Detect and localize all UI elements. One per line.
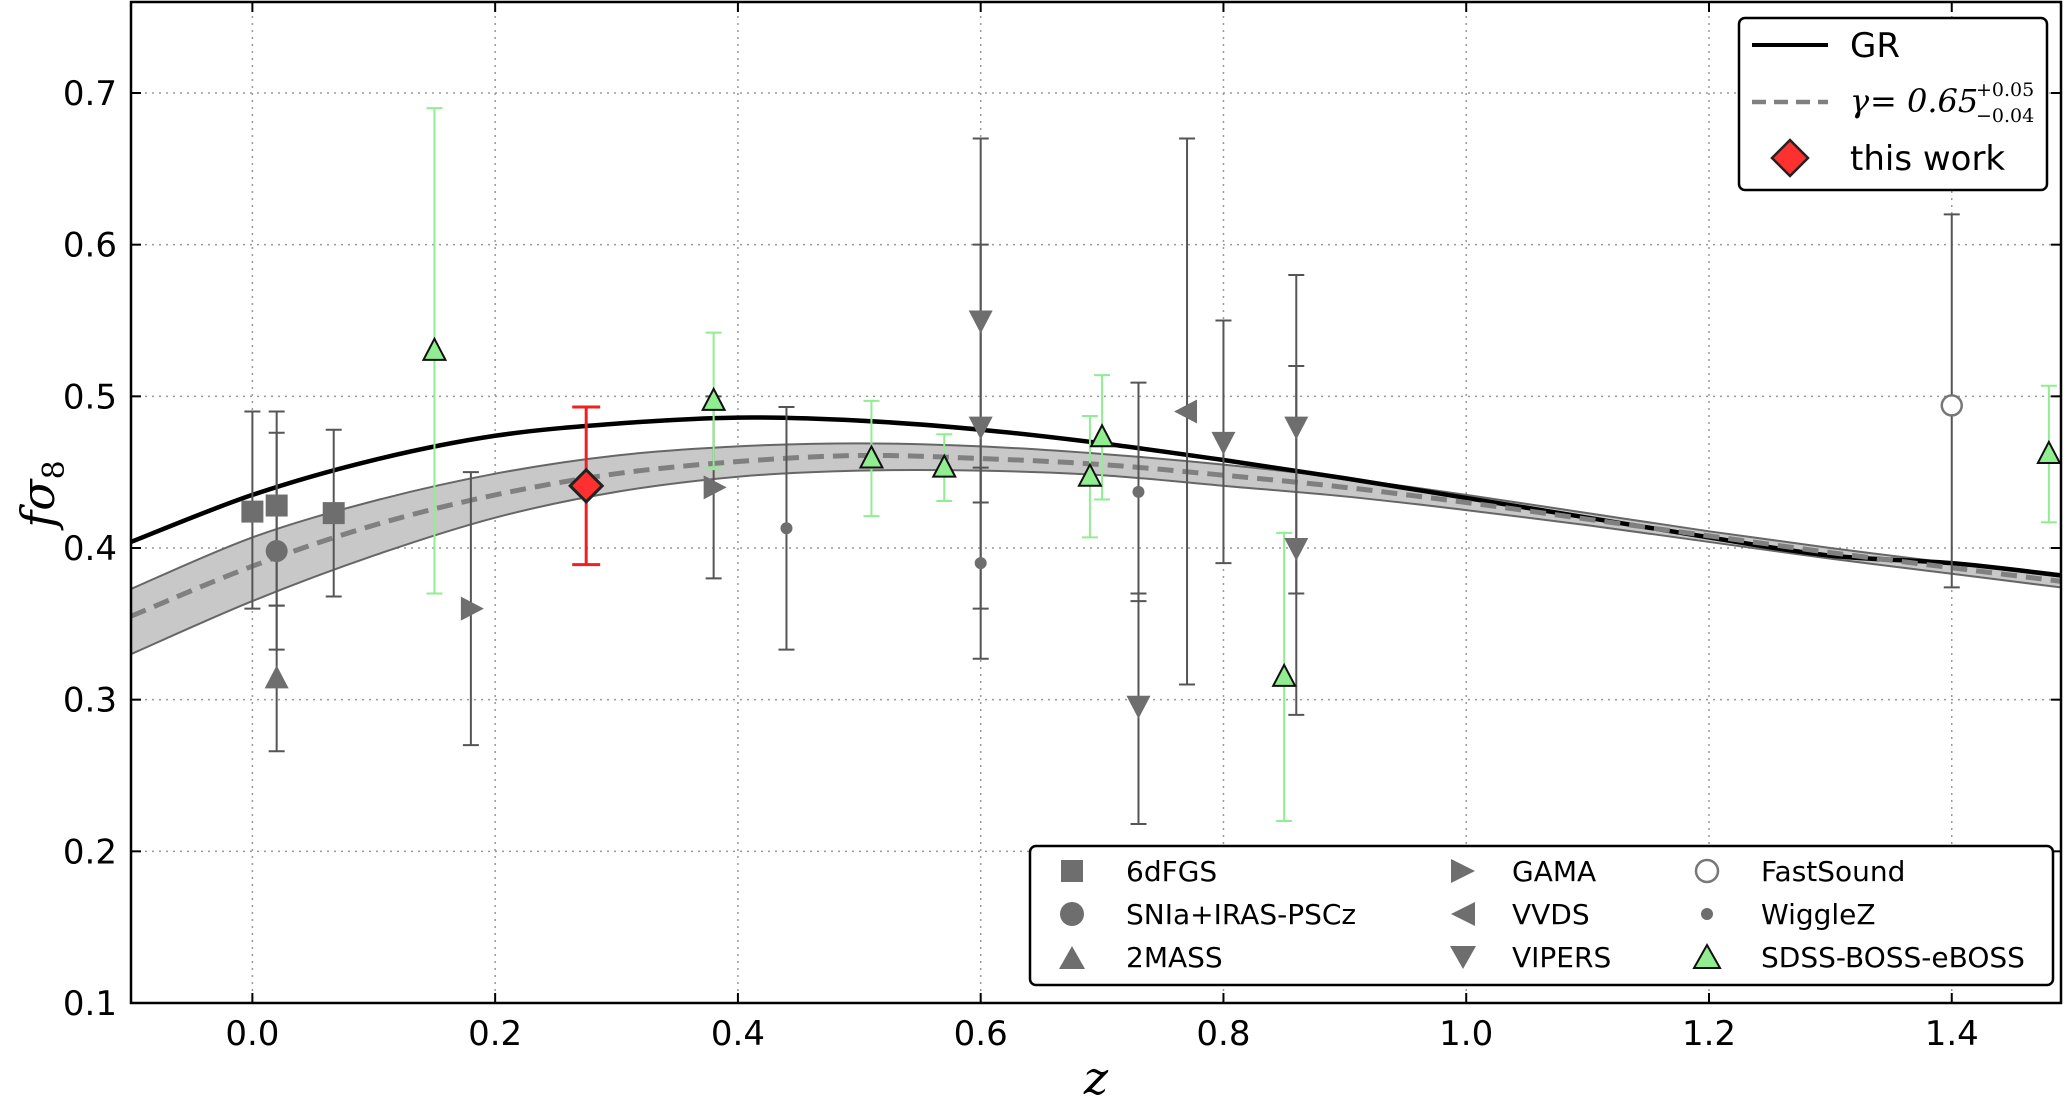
6dfgs-point [241, 500, 264, 523]
y-tick-label: 0.6 [63, 226, 117, 266]
y-tick-label: 0.1 [63, 984, 117, 1024]
legend-6dfgs-square-icon [1061, 860, 1083, 882]
y-tick-label: 0.2 [63, 832, 117, 872]
grid-lines [131, 2, 2061, 1004]
legend-this-work-label: this work [1850, 139, 2005, 179]
legend-datasets-frame [1028, 844, 2055, 987]
sdss-boss-eboss-point [700, 386, 727, 411]
sdss-boss-eboss-point [1077, 462, 1103, 487]
y-axis-label: fσ8 [11, 460, 72, 531]
this-work-point [568, 467, 605, 504]
legend-sdss-label: SDSS-BOSS-eBOSS [1761, 941, 2025, 974]
legend-snia-label: SNIa+IRAS-PSCz [1126, 898, 1356, 931]
gama-point [460, 596, 484, 621]
legend-gamma-value: = 0.65 [1870, 82, 1978, 120]
snia-iras-pscz-point [265, 540, 288, 563]
vipers-point [1284, 416, 1309, 440]
wigglez-point [780, 522, 793, 535]
y-tick-label: 0.5 [63, 377, 117, 417]
vipers-point [1126, 695, 1151, 719]
sdss-boss-eboss-point [2036, 439, 2062, 464]
vipers-point [968, 310, 993, 334]
6dfgs-point [322, 502, 345, 525]
vipers-point [1211, 431, 1236, 455]
y-tick-group: 0.1 0.2 0.3 0.4 0.5 0.6 0.7 [63, 74, 2061, 1024]
legend-gamma-sup: +0.05 [1976, 79, 2034, 101]
x-axis-label: z [1083, 1051, 1109, 1097]
vvds-point [1174, 399, 1198, 424]
x-tick-label: 0.6 [954, 1014, 1008, 1054]
legend-gama-label: GAMA [1512, 855, 1596, 888]
legend-gamma-sub: −0.04 [1976, 105, 2034, 127]
legend-vipers-label: VIPERS [1512, 941, 1611, 974]
sdss-boss-eboss-point [1089, 423, 1115, 448]
legend-6dfgs-label: 6dFGS [1126, 855, 1217, 888]
sdss-boss-eboss-point [1271, 662, 1297, 687]
plot-frame [129, 0, 2063, 1005]
legend-curves-frame [1737, 16, 2049, 192]
y-tick-label: 0.7 [63, 74, 117, 114]
x-tick-label: 1.0 [1439, 1014, 1493, 1054]
legend-gamma-symbol: γ [1850, 82, 1870, 120]
legend-2mass-label: 2MASS [1126, 941, 1223, 974]
x-tick-label: 0.0 [225, 1014, 279, 1054]
y-axis-label-sub: 8 [37, 460, 72, 479]
legend-vvds-label: VVDS [1512, 898, 1590, 931]
fastsound-point [1940, 394, 1964, 417]
sdss-boss-eboss-point [421, 336, 448, 361]
gama-point [703, 475, 727, 500]
marker-layer [241, 310, 2062, 719]
wigglez-point [1132, 485, 1145, 498]
wigglez-point [974, 557, 987, 570]
6dfgs-point [265, 494, 288, 517]
x-tick-label: 0.8 [1196, 1014, 1250, 1054]
legend-vvds-triangle-icon [1451, 902, 1475, 926]
legend-snia-circle-icon [1060, 902, 1084, 926]
x-tick-label: 0.4 [711, 1014, 765, 1054]
x-tick-group: 0.0 0.2 0.4 0.6 0.8 1.0 1.2 1.4 [225, 2, 1979, 1054]
legend-fastsound-open-circle-icon [1694, 858, 1720, 884]
2mass-point [264, 665, 289, 689]
legend-gr-label: GR [1850, 26, 1900, 66]
x-tick-label: 1.2 [1682, 1014, 1736, 1054]
x-tick-label: 1.4 [1925, 1014, 1979, 1054]
legend-wigglez-dot-icon [1701, 908, 1713, 920]
y-axis-label-main: fσ [11, 478, 65, 531]
gamma-fit-curve [130, 452, 2062, 619]
legend-wigglez-label: WiggleZ [1761, 898, 1876, 931]
sdss-boss-eboss-point [931, 453, 957, 478]
legend-curves: GR γ = 0.65 +0.05 −0.04 this work [1737, 16, 2049, 192]
legend-2mass-triangle-icon [1059, 946, 1085, 969]
sdss-boss-eboss-point [858, 444, 885, 469]
legend-gama-triangle-icon [1451, 859, 1475, 883]
legend-this-work-diamond [1770, 138, 1810, 178]
x-tick-label: 0.2 [468, 1014, 522, 1054]
svg-text:fσ8: fσ8 [11, 460, 72, 531]
vipers-point [1284, 538, 1309, 561]
y-tick-label: 0.3 [63, 681, 117, 721]
y-tick-label: 0.4 [63, 529, 117, 569]
legend-vipers-triangle-icon [1450, 946, 1476, 969]
legend-datasets: 6dFGS SNIa+IRAS-PSCz 2MASS GAMA VVDS VIP… [1028, 844, 2055, 987]
legend-sdss-triangle-icon [1692, 942, 1722, 969]
vipers-point [968, 416, 993, 440]
legend-fastsound-label: FastSound [1761, 855, 1905, 888]
